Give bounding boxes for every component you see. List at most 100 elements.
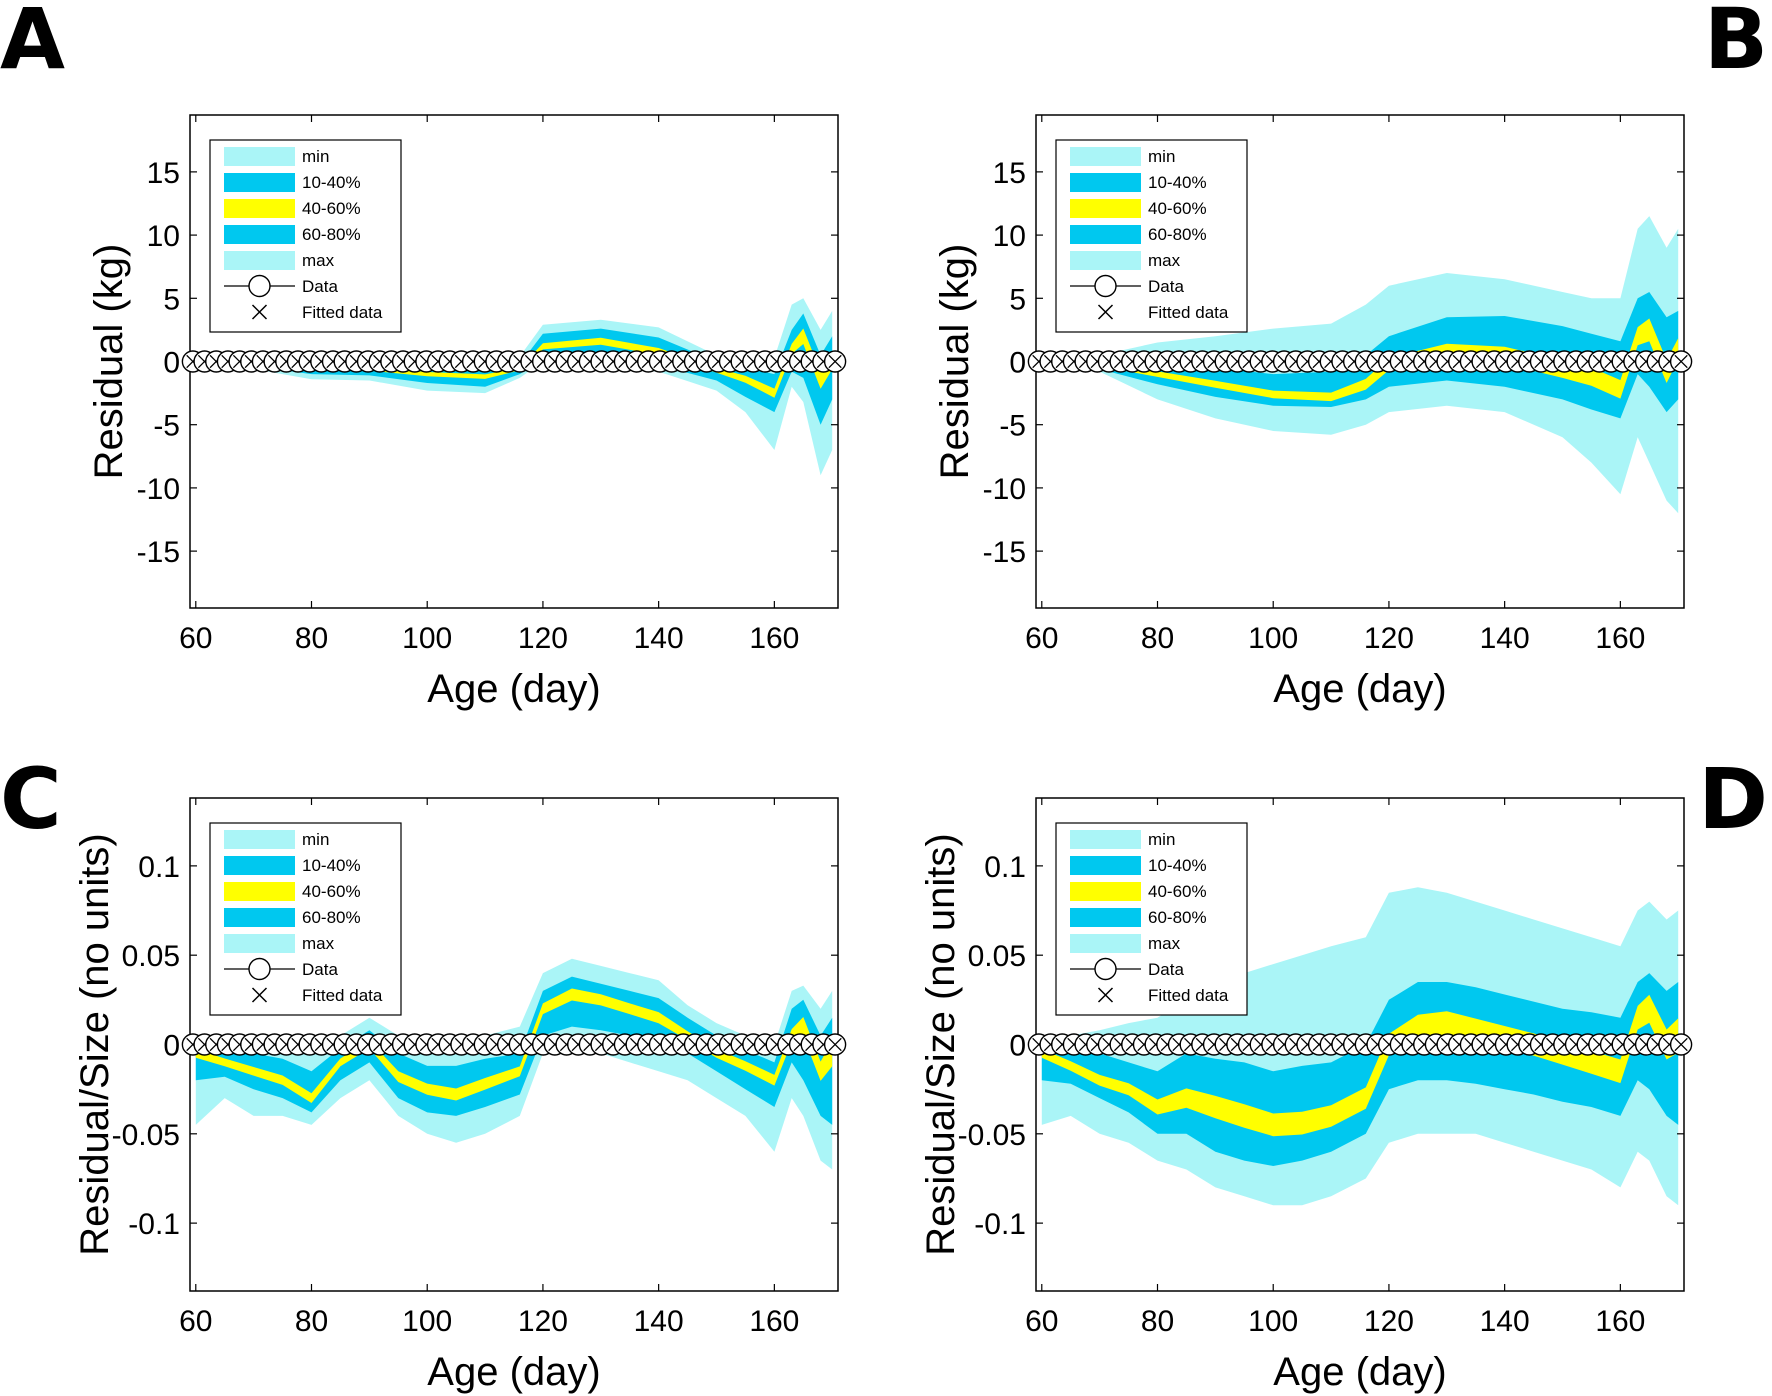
legend-swatch bbox=[224, 147, 295, 166]
y-axis-label: Residual (kg) bbox=[933, 244, 977, 480]
y-axis-label: Residual (kg) bbox=[87, 244, 131, 480]
panel-b: B 60 80 100 120 140 160 15 10 5 0 -5 -10 -15 Age (day)… bbox=[933, 0, 1768, 711]
legend-label: 10-40% bbox=[302, 173, 361, 192]
legend-label: 10-40% bbox=[1148, 173, 1207, 192]
fitted-point bbox=[828, 354, 842, 369]
legend-label: 60-80% bbox=[1148, 225, 1207, 244]
y-tick-label: 0.1 bbox=[984, 851, 1026, 884]
x-tick-label: 160 bbox=[1595, 1305, 1645, 1338]
legend-label: max bbox=[1148, 251, 1181, 270]
legend-label: 60-80% bbox=[302, 908, 361, 927]
x-axis-label: Age (day) bbox=[1273, 667, 1446, 711]
y-tick-label: 10 bbox=[993, 220, 1026, 253]
y-tick-label: -0.1 bbox=[974, 1208, 1026, 1241]
y-tick-label: -0.05 bbox=[112, 1119, 180, 1152]
legend-swatch bbox=[1070, 225, 1141, 244]
band-min-max bbox=[195, 298, 833, 476]
legend-label: 60-80% bbox=[302, 225, 361, 244]
y-tick-label: -5 bbox=[153, 410, 180, 443]
data-markers bbox=[181, 1033, 847, 1056]
legend-label: 40-60% bbox=[1148, 199, 1207, 218]
y-tick-label: 0 bbox=[1009, 347, 1026, 380]
y-tick-label: 0.1 bbox=[138, 851, 180, 884]
legend-label: 40-60% bbox=[1148, 882, 1207, 901]
y-tick-label: -0.1 bbox=[128, 1208, 180, 1241]
legend: min 10-40% 40-60% 60-80% max Data Fitted data bbox=[1055, 822, 1248, 1016]
legend-label: 10-40% bbox=[302, 856, 361, 875]
fitted-point bbox=[828, 1037, 842, 1052]
x-tick-label: 120 bbox=[518, 622, 568, 655]
legend-label: Data bbox=[302, 960, 338, 979]
legend-label: Fitted data bbox=[302, 986, 383, 1005]
y-tick-label: 10 bbox=[147, 220, 180, 253]
x-tick-label: 60 bbox=[1025, 622, 1058, 655]
y-tick-label: 0 bbox=[163, 347, 180, 380]
legend-label: 40-60% bbox=[302, 199, 361, 218]
legend-x-mark bbox=[1097, 304, 1114, 320]
data-markers bbox=[1027, 350, 1693, 373]
legend-swatch bbox=[1070, 147, 1141, 166]
x-tick-label: 80 bbox=[295, 1305, 328, 1338]
legend-swatch bbox=[1070, 856, 1141, 875]
band-40-60 bbox=[1041, 994, 1679, 1137]
x-tick-label: 100 bbox=[402, 1305, 452, 1338]
legend-circle bbox=[1094, 957, 1117, 981]
legend-swatch bbox=[224, 199, 295, 218]
panel-letter: B bbox=[1704, 0, 1768, 88]
x-tick-label: 160 bbox=[749, 1305, 799, 1338]
legend: min 10-40% 40-60% 60-80% max Data Fitted data bbox=[1055, 139, 1248, 333]
band-40-60 bbox=[1041, 318, 1679, 402]
legend-swatch bbox=[1070, 934, 1141, 953]
legend-label: max bbox=[302, 251, 335, 270]
y-tick-label: -10 bbox=[983, 473, 1026, 506]
legend-swatch bbox=[224, 830, 295, 849]
y-tick-label: 5 bbox=[1009, 283, 1026, 316]
panel-a: A 60 80 100 120 140 160 15 10 5 0 -5 -10 -15 Age (day)… bbox=[0, 0, 847, 711]
legend-x-mark bbox=[1097, 987, 1114, 1003]
x-tick-label: 100 bbox=[402, 622, 452, 655]
y-tick-label: 0.05 bbox=[122, 940, 180, 973]
x-axis-label: Age (day) bbox=[427, 1350, 600, 1394]
legend-swatch bbox=[224, 173, 295, 192]
x-tick-label: 60 bbox=[1025, 1305, 1058, 1338]
y-tick-label: -15 bbox=[983, 536, 1026, 569]
legend-circle bbox=[248, 274, 271, 298]
legend-circle bbox=[248, 957, 271, 981]
x-tick-label: 100 bbox=[1248, 1305, 1298, 1338]
legend: min 10-40% 40-60% 60-80% max Data Fitted data bbox=[209, 139, 402, 333]
legend-label: min bbox=[1148, 830, 1175, 849]
legend-label: min bbox=[1148, 147, 1175, 166]
x-tick-label: 120 bbox=[1364, 622, 1414, 655]
band-40-60 bbox=[195, 328, 833, 398]
legend-swatch bbox=[1070, 199, 1141, 218]
legend-swatch bbox=[224, 908, 295, 927]
legend-label: max bbox=[1148, 934, 1181, 953]
x-tick-label: 80 bbox=[295, 622, 328, 655]
x-axis-label: Age (day) bbox=[427, 667, 600, 711]
legend-label: max bbox=[302, 934, 335, 953]
panel-d: D 60 80 100 120 140 160 0.1 0.05 0 -0.05 -0.1 Age (d… bbox=[919, 750, 1768, 1394]
y-tick-label: -15 bbox=[137, 536, 180, 569]
x-tick-label: 80 bbox=[1141, 622, 1174, 655]
panel-letter: A bbox=[0, 0, 65, 88]
legend-swatch bbox=[1070, 882, 1141, 901]
x-tick-label: 160 bbox=[749, 622, 799, 655]
band-10-80 bbox=[195, 976, 833, 1125]
y-axis-label: Residual/Size (no units) bbox=[73, 833, 117, 1255]
legend-label: 10-40% bbox=[1148, 856, 1207, 875]
fitted-point bbox=[1674, 354, 1688, 369]
data-markers bbox=[181, 350, 847, 373]
legend-swatch bbox=[224, 934, 295, 953]
legend-label: 60-80% bbox=[1148, 908, 1207, 927]
legend-swatch bbox=[1070, 251, 1141, 270]
panel-c: C 60 80 100 120 140 160 0.1 0.05 0 -0.05 -0.1 Age (d… bbox=[0, 750, 847, 1394]
legend-swatch bbox=[224, 225, 295, 244]
legend-label: min bbox=[302, 147, 329, 166]
x-axis-label: Age (day) bbox=[1273, 1350, 1446, 1394]
legend-label: min bbox=[302, 830, 329, 849]
legend: min 10-40% 40-60% 60-80% max Data Fitted data bbox=[209, 822, 402, 1016]
legend-swatch bbox=[1070, 173, 1141, 192]
y-tick-label: 0 bbox=[163, 1030, 180, 1063]
legend-label: Data bbox=[1148, 960, 1184, 979]
y-tick-label: 15 bbox=[147, 157, 180, 190]
